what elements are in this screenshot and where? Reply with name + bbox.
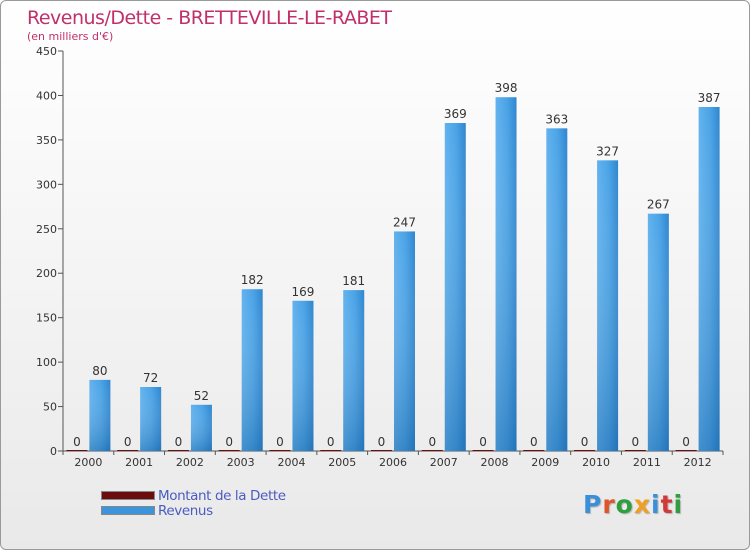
bar-revenus-shade [647, 213, 669, 451]
bar-revenus-shade [241, 289, 263, 451]
bar-dette [320, 450, 342, 451]
data-label-revenus: 247 [393, 215, 416, 229]
bar-revenus-shade [597, 160, 619, 452]
y-tick-label: 0 [50, 445, 57, 458]
data-label-revenus: 182 [241, 273, 264, 287]
legend-item-dette: Montant de la Dette [101, 487, 286, 504]
data-label-dette: 0 [175, 435, 183, 449]
data-label-dette: 0 [632, 435, 640, 449]
bar-revenus-shade [546, 128, 568, 451]
y-tick-label: 300 [36, 178, 57, 191]
chart-labels: 2000 0 80 2001 0 72 2002 0 52 2003 0 182 2004 0 169 200… [73, 81, 721, 469]
x-tick-label: 2003 [227, 456, 255, 469]
logo-letter: t [660, 490, 674, 519]
data-label-revenus: 80 [92, 364, 107, 378]
bar-revenus-shade [190, 404, 212, 451]
bar-dette [421, 450, 443, 451]
y-tick-label: 100 [36, 356, 57, 369]
y-tick-label: 400 [36, 89, 57, 102]
bar-revenus-shade [394, 231, 415, 451]
bar-revenus-shade [495, 97, 517, 451]
data-label-revenus: 327 [596, 144, 619, 158]
data-label-dette: 0 [327, 435, 335, 449]
logo-letter: x [633, 490, 651, 519]
bar-dette [523, 450, 545, 451]
data-label-revenus: 387 [698, 91, 721, 105]
legend-label-dette: Montant de la Dette [158, 487, 286, 504]
data-label-revenus: 398 [495, 81, 518, 95]
data-label-revenus: 169 [292, 285, 315, 299]
y-tick-label: 50 [43, 401, 57, 414]
data-label-dette: 0 [682, 435, 690, 449]
bar-dette [574, 450, 596, 451]
data-label-revenus: 52 [194, 389, 209, 403]
bar-dette [472, 450, 494, 451]
data-label-dette: 0 [124, 435, 132, 449]
bar-revenus-shade [292, 300, 314, 451]
y-tick-label: 350 [36, 134, 57, 147]
x-tick-label: 2010 [582, 456, 610, 469]
bar-dette [167, 450, 189, 451]
logo-letter: P [583, 490, 603, 519]
x-tick-label: 2000 [74, 456, 102, 469]
y-tick-label: 200 [36, 267, 57, 280]
y-tick-label: 150 [36, 312, 57, 325]
x-tick-label: 2012 [684, 456, 712, 469]
data-label-revenus: 72 [143, 371, 158, 385]
logo-letter: i [673, 490, 684, 519]
bar-dette [624, 450, 646, 451]
bar-dette [218, 450, 240, 451]
chart-legend: Montant de la Dette Revenus [101, 487, 286, 519]
x-tick-label: 2009 [531, 456, 559, 469]
chart-bars [66, 97, 720, 452]
x-tick-label: 2007 [430, 456, 458, 469]
data-label-revenus: 369 [444, 107, 467, 121]
data-label-dette: 0 [73, 435, 81, 449]
logo-letter: o [615, 490, 634, 519]
data-label-dette: 0 [378, 435, 386, 449]
bar-dette [117, 450, 139, 451]
chart-axes: 0 50 100 150 200 250 300 350 400 450 [36, 45, 724, 458]
bar-dette [675, 450, 697, 451]
bar-revenus-shade [343, 290, 365, 451]
bar-revenus-shade [140, 387, 162, 451]
chart-subtitle: (en milliers d'€) [27, 30, 114, 43]
x-tick-label: 2001 [125, 456, 153, 469]
data-label-revenus: 363 [545, 112, 568, 126]
data-label-dette: 0 [276, 435, 284, 449]
logo-letter: r [602, 490, 616, 519]
chart-title: Revenus/Dette - BRETTEVILLE-LE-RABET [27, 7, 392, 29]
legend-swatch-revenus [101, 506, 155, 515]
data-label-dette: 0 [581, 435, 589, 449]
bar-dette [66, 450, 88, 451]
y-tick-label: 250 [36, 223, 57, 236]
legend-label-revenus: Revenus [158, 502, 213, 519]
x-tick-label: 2011 [633, 456, 661, 469]
bar-revenus-shade [698, 107, 720, 451]
data-label-dette: 0 [428, 435, 436, 449]
data-label-dette: 0 [225, 435, 233, 449]
data-label-dette: 0 [530, 435, 538, 449]
x-tick-label: 2008 [481, 456, 509, 469]
bar-dette [371, 450, 392, 451]
legend-swatch-dette [101, 491, 155, 500]
data-label-revenus: 267 [647, 198, 670, 212]
logo-letter: i [651, 490, 661, 519]
bar-dette [269, 450, 291, 451]
bar-revenus-shade [444, 123, 466, 451]
x-tick-label: 2006 [379, 456, 407, 469]
x-tick-label: 2004 [277, 456, 305, 469]
bar-revenus-shade [89, 379, 111, 451]
x-tick-label: 2002 [176, 456, 204, 469]
data-label-dette: 0 [479, 435, 487, 449]
legend-item-revenus: Revenus [101, 502, 286, 519]
x-tick-label: 2005 [328, 456, 356, 469]
data-label-revenus: 181 [342, 274, 365, 288]
proxiti-logo: Proxiti [583, 490, 683, 519]
y-tick-label: 450 [36, 45, 57, 58]
